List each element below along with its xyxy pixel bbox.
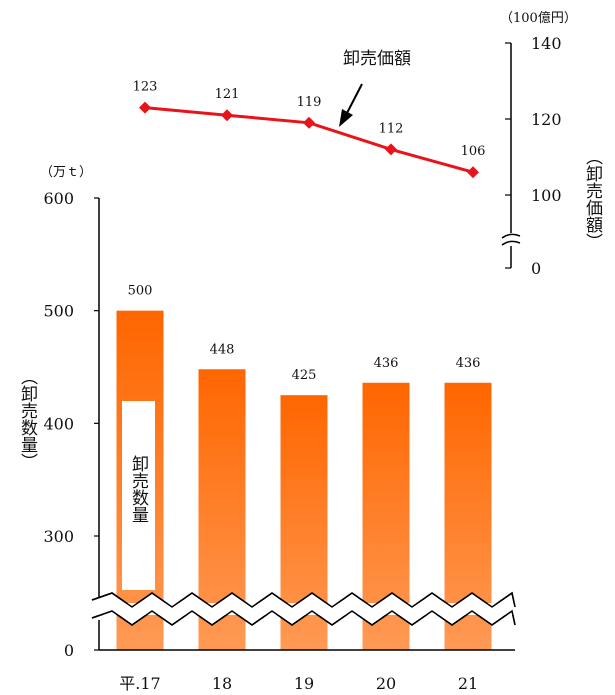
- right-tick-label: 0: [531, 259, 541, 278]
- line-value-label: 119: [297, 95, 322, 110]
- x-tick-label: 21: [458, 674, 478, 693]
- line-annotation: 卸売価額: [343, 49, 411, 69]
- x-tick-label: 18: [212, 674, 232, 693]
- line-marker: [303, 116, 315, 129]
- right-axis-unit: （100億円）: [500, 10, 577, 26]
- right-tick-label: 140: [531, 34, 562, 53]
- line-marker: [467, 166, 479, 179]
- axis-break-line: [91, 609, 516, 626]
- annotation-arrow-head: [339, 109, 353, 127]
- axes-layer: 0 300 400 500 600 平.17 18 19 20 21 0 100 120 140: [43, 34, 561, 693]
- left-tick-label: 400: [43, 414, 74, 433]
- left-tick-label: 500: [43, 302, 74, 321]
- line-layer: 123 121 119 112 106: [133, 80, 486, 179]
- line-value-label: 123: [133, 80, 158, 95]
- x-tick-label: 平.17: [119, 674, 160, 693]
- right-axis-label: （卸売価額）: [582, 148, 603, 250]
- bar-inner-label: 卸売数量: [128, 455, 149, 523]
- bar-value-label: 436: [374, 356, 399, 371]
- line-value-label: 112: [379, 121, 404, 136]
- left-tick-label: 0: [64, 641, 74, 660]
- right-tick-label: 100: [531, 186, 562, 205]
- right-tick-label: 120: [531, 110, 562, 129]
- right-axis-break: [501, 240, 521, 246]
- bar-value-label: 448: [210, 342, 235, 357]
- axis-break-line: [91, 591, 516, 608]
- x-tick-label: 20: [376, 674, 396, 693]
- line-marker: [139, 101, 151, 114]
- x-tick-label: 19: [294, 674, 314, 693]
- left-tick-label: 600: [43, 189, 74, 208]
- line-value-label: 121: [215, 87, 240, 102]
- right-axis-break: [501, 233, 521, 239]
- axis-break: [91, 591, 516, 626]
- line-value-label: 106: [461, 144, 486, 159]
- bar-value-label: 425: [292, 368, 317, 383]
- annotation-arrow-shaft: [346, 83, 363, 114]
- left-axis-label: （卸売数量）: [17, 368, 38, 470]
- bar-inner-label-box: [122, 401, 155, 590]
- left-axis-unit: （万ｔ）: [40, 165, 92, 180]
- line-marker: [385, 143, 397, 156]
- line-marker: [221, 109, 233, 122]
- left-tick-label: 300: [43, 527, 74, 546]
- axis-break-gap: [92, 603, 515, 615]
- bar-value-label: 436: [456, 356, 481, 371]
- bar-value-label: 500: [128, 284, 153, 299]
